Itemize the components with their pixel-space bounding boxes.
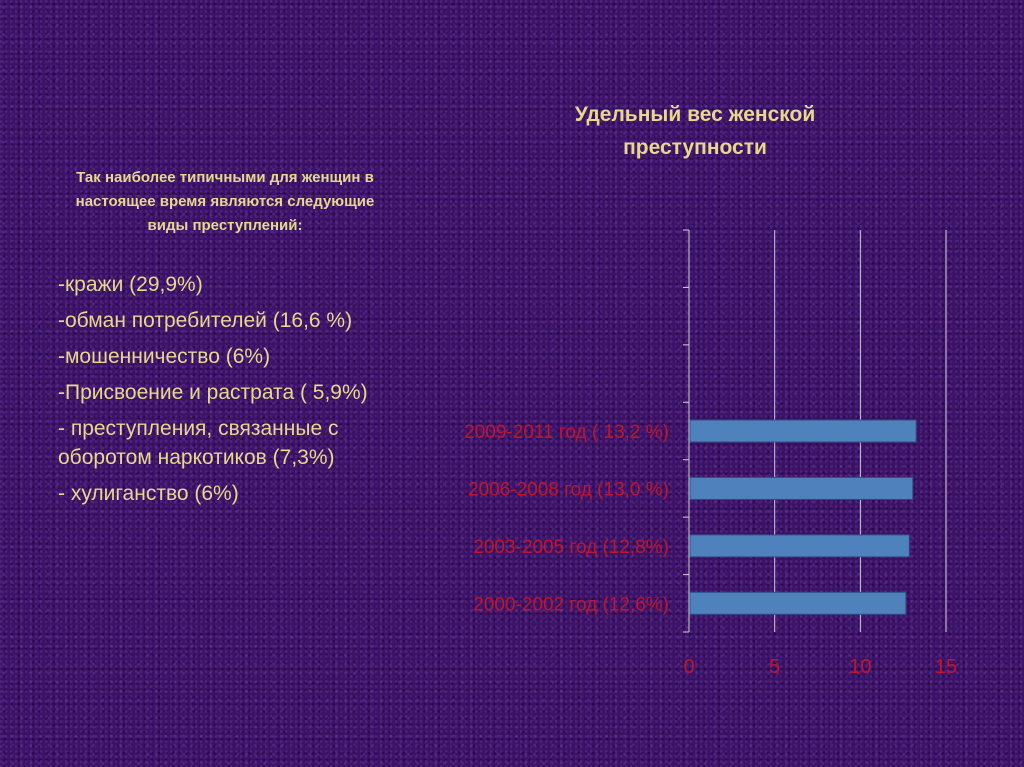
- category-label: 2009-2011 год ( 13,2 %): [464, 422, 669, 443]
- bar: [690, 477, 913, 499]
- bar: [690, 592, 906, 614]
- bar: [690, 535, 909, 557]
- x-tick-label: 5: [769, 656, 780, 678]
- bar: [690, 420, 916, 442]
- x-tick-label: 10: [849, 656, 871, 678]
- category-label: 2003-2005 год (12,8%): [473, 537, 669, 558]
- x-tick-label: 0: [683, 656, 694, 678]
- category-label: 2006-2008 год (13,0 %): [468, 479, 669, 500]
- category-label: 2000-2002 год (12,6%): [473, 594, 669, 615]
- x-tick-label: 15: [935, 656, 957, 678]
